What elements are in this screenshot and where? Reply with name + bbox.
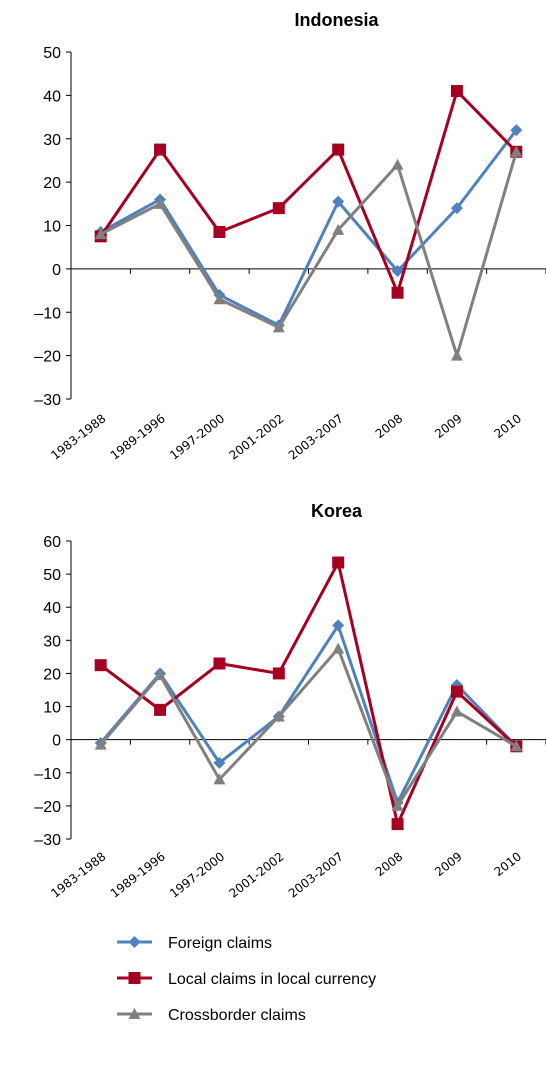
x-tick-label: 2009 [432,849,465,879]
series-line [99,89,518,295]
y-tick-label: 10 [43,700,61,717]
x-tick-label: 1983-1988 [48,849,108,900]
legend-label: Foreign claims [168,935,272,952]
data-point [450,349,463,361]
x-tick-label: 2001-2002 [226,411,286,462]
data-point [332,143,345,156]
data-point [510,145,523,157]
y-tick-label: 20 [43,175,61,192]
data-point [332,642,345,654]
data-point [272,667,285,680]
data-point [391,158,404,170]
series-crossborder-claims [94,642,523,811]
y-tick-label: 50 [43,45,61,62]
data-point [272,710,285,722]
y-tick-label: 10 [43,219,61,236]
y-tick-label: 60 [43,534,61,551]
y-tick-label: 0 [52,733,61,750]
korea-chart: Korea –30 –20 –10 0 10 20 30 40 50 60 1983-1988 1989… [34,501,546,901]
data-point [332,619,345,632]
series-line [100,151,518,358]
x-tick-label: 2001-2002 [226,849,286,900]
data-point [450,85,463,98]
x-tick-label: 1997-2000 [167,411,227,462]
x-tick-label: 2010 [491,411,524,441]
legend-label: Local claims in local currency [168,971,376,988]
data-point [213,293,226,305]
data-point [94,228,107,240]
data-point [450,202,463,215]
data-point [94,659,107,672]
data-point [510,124,523,137]
y-tick-label: 30 [43,132,61,149]
x-tick-label: 2010 [491,849,524,879]
y-tick-label: 0 [52,262,61,279]
data-point [94,738,107,750]
data-point [391,799,404,811]
chart-title: Korea [311,501,363,521]
data-point [332,556,345,569]
y-tick-label: 50 [43,567,61,584]
data-point [154,143,167,156]
x-tick-label: 1989-1996 [108,849,168,900]
legend-label: Crossborder claims [168,1007,306,1024]
legend-marker [128,936,141,948]
data-point [272,202,285,215]
data-point [272,321,285,333]
data-point [391,818,404,831]
series-line [99,647,518,808]
y-tick-label: –30 [34,832,61,849]
series-local-claims-in-local-currency [94,85,523,299]
y-tick-label: 30 [43,633,61,650]
y-tick-label: –20 [34,799,61,816]
legend-marker [128,972,141,984]
x-tick-label: 2008 [373,411,406,441]
x-tick-label: 1997-2000 [167,849,227,900]
data-point [154,669,167,681]
x-tick-label: 2003-2007 [286,849,346,900]
y-tick-label: –10 [34,305,61,322]
legend-item-crossborder-claims: Crossborder claims [117,1007,306,1024]
y-tick-label: 40 [43,600,61,617]
y-tick-label: –20 [34,349,61,366]
data-point [332,223,345,235]
data-point [391,286,404,299]
x-tick-label: 2008 [373,849,406,879]
y-tick-label: 40 [43,88,61,105]
legend-item-local-claims-in-local-currency: Local claims in local currency [117,971,376,988]
series-line [99,129,518,327]
x-tick-label: 1983-1988 [48,411,108,462]
series-local-claims-in-local-currency [94,556,523,831]
data-point [450,685,463,698]
series-line [99,623,518,805]
x-tick-label: 1989-1996 [108,411,168,462]
data-point [154,703,167,716]
y-tick-label: –30 [34,392,61,409]
data-point [213,657,226,670]
data-point [391,265,404,278]
data-point [510,740,523,752]
y-tick-label: –10 [34,766,61,783]
legend: Foreign claims Local claims in local curr… [117,935,376,1024]
data-point [213,756,226,769]
data-point [450,705,463,717]
series-crossborder-claims [94,145,523,361]
chart-title: Indonesia [294,10,379,30]
legend-marker [128,1008,141,1019]
y-tick-label: 20 [43,666,61,683]
series-line [99,561,518,826]
legend-item-foreign-claims: Foreign claims [117,935,272,952]
data-point [213,773,226,785]
x-tick-label: 2003-2007 [286,411,346,462]
data-point [154,197,167,209]
data-point [213,226,226,239]
data-point [332,195,345,208]
x-tick-label: 2009 [432,411,465,441]
